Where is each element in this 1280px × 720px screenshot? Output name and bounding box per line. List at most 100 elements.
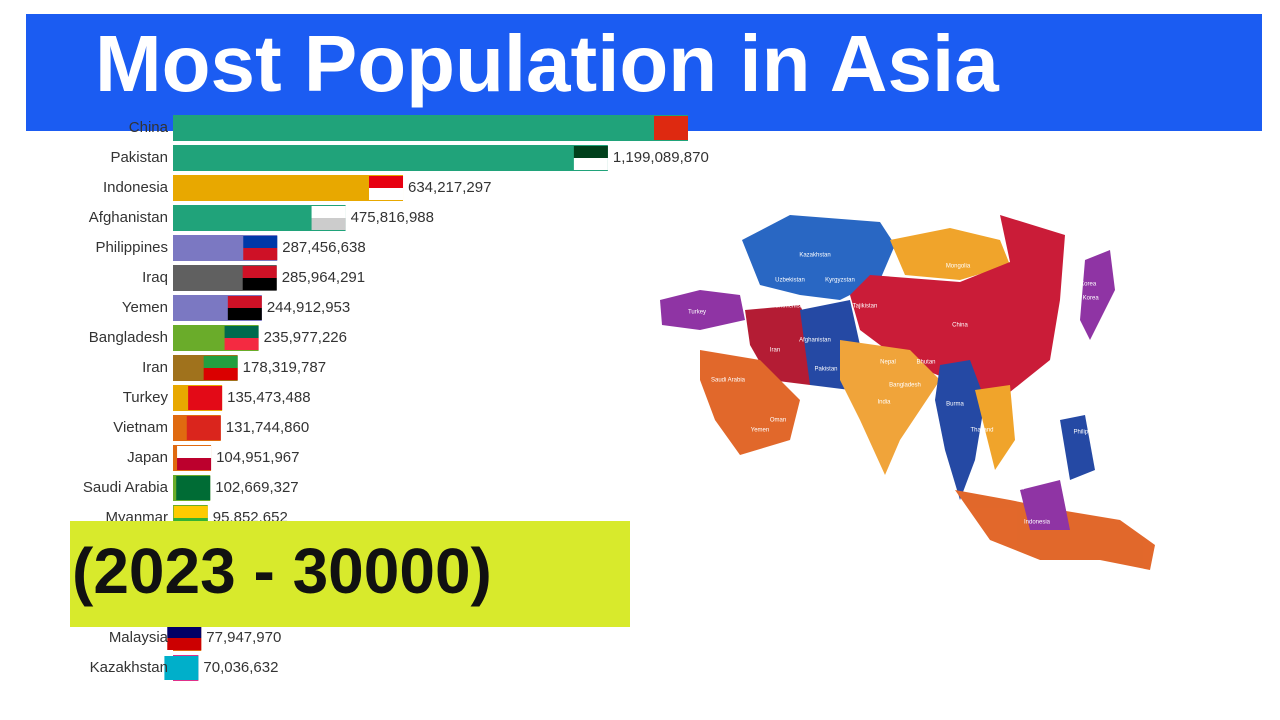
bar [173, 145, 608, 171]
category-label: Iraq [142, 269, 168, 286]
flag [654, 128, 688, 140]
bar [173, 115, 688, 141]
flag [167, 638, 202, 650]
map-label: Afghanistan [799, 338, 831, 344]
map [660, 215, 1155, 570]
flag [369, 188, 404, 200]
flag [177, 446, 212, 458]
map-label: Vietnam [1014, 428, 1036, 434]
flag [311, 218, 346, 230]
category-label: Turkey [123, 389, 169, 406]
map-label: South Korea [1065, 296, 1099, 302]
flag [173, 506, 208, 518]
category-label: Kazakhstan [90, 659, 168, 676]
value-label: 178,319,787 [243, 359, 326, 376]
map-label: Sri Lanka [899, 470, 925, 476]
value-label: 235,977,226 [264, 329, 347, 346]
category-label: Japan [127, 449, 168, 466]
category-label: China [129, 119, 169, 136]
map-label: Saudi Arabia [711, 378, 746, 384]
map-label: China [952, 323, 968, 329]
value-label: 104,951,967 [216, 449, 299, 466]
map-label: Iran [770, 348, 780, 354]
flag [177, 458, 212, 470]
map-label: Japan [1118, 291, 1134, 297]
value-label: 102,669,327 [215, 479, 298, 496]
value-label: 287,456,638 [282, 239, 365, 256]
flag [311, 206, 346, 218]
value-label: 475,816,988 [351, 209, 434, 226]
flag [176, 488, 211, 500]
category-label: Iran [142, 359, 168, 376]
flag [203, 368, 238, 380]
map-label: Burma [946, 402, 964, 408]
map-label: Kazakhstan [799, 253, 830, 259]
value-label: 634,217,297 [408, 179, 491, 196]
map-label: Yemen [751, 428, 769, 434]
category-label: Malaysia [109, 629, 169, 646]
map-label: East Timor [1091, 576, 1120, 582]
map-label: Turkmenistan [772, 304, 808, 310]
flag [176, 476, 211, 488]
value-label: 135,473,488 [227, 389, 310, 406]
flag [573, 146, 608, 158]
flag [227, 308, 262, 320]
flag [242, 278, 277, 290]
value-label: 285,964,291 [282, 269, 365, 286]
chart-title: Most Population in Asia [95, 19, 999, 108]
flag [224, 338, 259, 350]
value-label: 77,947,970 [206, 629, 281, 646]
category-label: Philippines [95, 239, 168, 256]
map-label: Uzbekistan [775, 278, 805, 284]
map-label: Maldives [849, 508, 873, 514]
map-label: Tajikistan [853, 304, 878, 310]
map-label: Thailand [970, 428, 993, 434]
flag [188, 386, 223, 398]
flag [164, 668, 199, 680]
flag [186, 428, 221, 440]
flag [188, 398, 223, 410]
map-label: Indonesia [1024, 520, 1051, 526]
map-label: Kyrgyzstan [825, 278, 855, 284]
map-label: Bangladesh [889, 383, 921, 389]
map-label: Iraq [730, 350, 740, 356]
flag [203, 356, 238, 368]
flag [573, 158, 608, 170]
category-label: Bangladesh [89, 329, 168, 346]
flag [227, 296, 262, 308]
map-label: Bhutan [916, 360, 935, 366]
value-label: 1,199,089,870 [613, 149, 709, 166]
flag [242, 266, 277, 278]
map-label: Nepal [880, 360, 896, 366]
category-label: Indonesia [103, 179, 169, 196]
map-label: Philippines [1073, 430, 1102, 436]
flag [243, 236, 278, 248]
map-label: India [877, 400, 891, 406]
flag [167, 626, 202, 638]
flag [224, 326, 259, 338]
value-label: 70,036,632 [203, 659, 278, 676]
category-label: Yemen [122, 299, 168, 316]
title-banner [26, 14, 1262, 131]
map-label: Turkey [688, 310, 706, 316]
flag [186, 416, 221, 428]
flag [369, 176, 404, 188]
flag [243, 248, 278, 260]
flag [164, 656, 199, 668]
flag [654, 116, 688, 128]
category-label: Vietnam [113, 419, 168, 436]
category-label: Saudi Arabia [83, 479, 169, 496]
value-label: 131,744,860 [226, 419, 309, 436]
map-label: Mongolia [946, 264, 971, 270]
category-label: Pakistan [110, 149, 168, 166]
bar [173, 175, 404, 201]
category-label: Afghanistan [89, 209, 168, 226]
map-label: Pakistan [814, 367, 837, 373]
map-label: North Korea [1064, 282, 1097, 288]
value-label: 244,912,953 [267, 299, 350, 316]
map-label: Malaysia [1000, 486, 1024, 492]
subtitle: (2023 - 30000) [72, 535, 492, 607]
map-label: Oman [770, 418, 786, 424]
